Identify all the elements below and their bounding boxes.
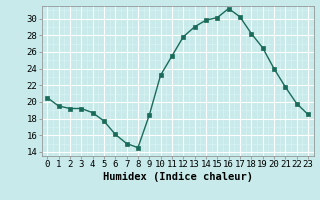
X-axis label: Humidex (Indice chaleur): Humidex (Indice chaleur) (103, 172, 252, 182)
